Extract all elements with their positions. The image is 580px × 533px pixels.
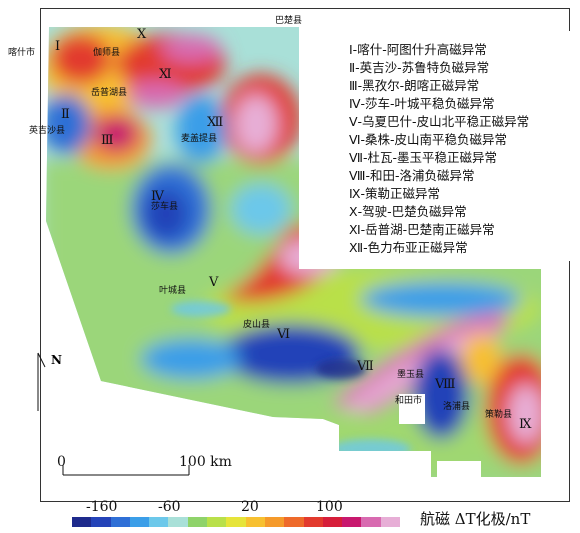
- zone-label: Ⅵ: [277, 327, 291, 342]
- colorbar-segment: [129, 517, 150, 527]
- place-bachu: 巴楚县: [275, 16, 303, 26]
- legend-item: Ⅹ-驾驶-巴楚负磁异常: [349, 204, 467, 219]
- colorbar-segment: [284, 517, 305, 527]
- zone-label: Ⅴ: [209, 275, 219, 290]
- colorbar-segment: [245, 517, 266, 527]
- colorbar-segment: [303, 517, 324, 527]
- zone-label: Ⅸ: [519, 417, 532, 432]
- place-hetian: 和田市: [395, 396, 423, 406]
- zone-label: Ⅻ: [207, 115, 224, 130]
- north-arrow-icon: [37, 352, 46, 411]
- colorbar-tick: -160: [86, 499, 118, 515]
- place-cele: 策勒县: [485, 410, 513, 420]
- colorbar-segment: [72, 517, 92, 527]
- colorbar-segment: [168, 517, 189, 527]
- place-jiashi: 伽师县: [93, 48, 121, 58]
- legend-item: Ⅸ-策勒正磁异常: [349, 186, 440, 201]
- place-pishan: 皮山县: [243, 320, 271, 330]
- place-yecheng: 叶城县: [159, 286, 187, 296]
- zone-label: Ⅱ: [61, 107, 70, 122]
- colorbar-tick: 100: [316, 499, 343, 515]
- place-luopu: 洛浦县: [443, 402, 471, 412]
- north-label: N: [51, 353, 62, 367]
- colorbar-segment: [91, 517, 112, 527]
- colorbar-tick: 20: [241, 499, 259, 515]
- legend-item: Ⅲ-黑孜尔-朗喀正磁异常: [349, 78, 480, 93]
- legend-item: Ⅱ-英吉沙-苏鲁特负磁异常: [349, 60, 490, 75]
- zone-label: Ⅰ: [55, 39, 61, 54]
- legend-item: Ⅺ-岳普湖-巴楚南正磁异常: [349, 222, 495, 237]
- colorbar-segment: [380, 517, 401, 527]
- legend-item: Ⅷ-和田-洛浦负磁异常: [349, 168, 475, 183]
- colorbar-segment: [187, 517, 208, 527]
- zone-label: Ⅲ: [101, 133, 114, 148]
- zone-label: Ⅷ: [435, 377, 456, 392]
- place-kashi: 喀什市: [8, 48, 36, 58]
- scale-bar: [62, 465, 190, 476]
- place-yingjisha: 英吉沙县: [29, 126, 66, 136]
- colorbar-segment: [264, 517, 285, 527]
- colorbar-segment: [207, 517, 227, 527]
- legend-item: Ⅳ-莎车-叶城平稳负磁异常: [349, 96, 495, 111]
- scale-end: 100 km: [179, 454, 232, 470]
- place-moyu: 墨玉县: [397, 370, 425, 380]
- colorbar-segment: [342, 517, 362, 527]
- legend-item: Ⅶ-杜瓦-墨玉平稳正磁异常: [349, 150, 498, 165]
- colorbar-segment: [149, 517, 169, 527]
- place-shache: 莎车县: [151, 202, 179, 212]
- legend-item: Ⅻ-色力布亚正磁异常: [349, 240, 468, 255]
- colorbar-segment: [226, 517, 247, 527]
- colorbar-tick: -60: [158, 499, 181, 515]
- colorbar-segment: [110, 517, 131, 527]
- place-yuepuhu: 岳普湖县: [91, 88, 128, 98]
- zone-label: Ⅶ: [357, 359, 374, 374]
- colorbar-title: 航磁 ΔT化极/nT: [420, 510, 531, 528]
- map-frame: Ⅰ-喀什-阿图什升高磁异常 Ⅱ-英吉沙-苏鲁特负磁异常 Ⅲ-黑孜尔-朗喀正磁异常…: [8, 8, 580, 502]
- anomaly-legend: Ⅰ-喀什-阿图什升高磁异常 Ⅱ-英吉沙-苏鲁特负磁异常 Ⅲ-黑孜尔-朗喀正磁异常…: [339, 31, 580, 261]
- legend-item: Ⅰ-喀什-阿图什升高磁异常: [349, 42, 487, 57]
- legend-item: Ⅴ-乌夏巴什-皮山北平稳正磁异常: [349, 114, 530, 129]
- scale-zero: 0: [57, 454, 66, 470]
- legend-item: Ⅵ-桑株-皮山南平稳负磁异常: [349, 132, 508, 147]
- zone-label: Ⅹ: [137, 27, 147, 42]
- zone-label: Ⅳ: [151, 189, 164, 204]
- place-maigaiti: 麦盖提县: [181, 134, 218, 144]
- zone-label: Ⅺ: [159, 67, 172, 82]
- colorbar-segment: [361, 517, 382, 527]
- colorbar-segment: [322, 517, 343, 527]
